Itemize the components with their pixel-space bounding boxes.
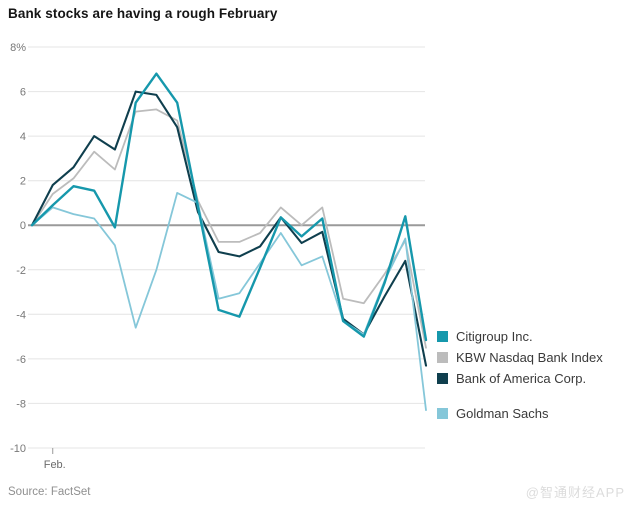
y-axis-tick-label: -6 xyxy=(16,354,26,366)
y-axis-tick-label: 6 xyxy=(20,87,26,99)
y-axis-tick-label: 4 xyxy=(20,131,26,143)
legend-item: Goldman Sachs xyxy=(437,406,603,421)
watermark: @智通财经APP xyxy=(525,485,625,500)
y-axis-tick-label: -10 xyxy=(10,443,26,455)
legend-item: Citigroup Inc. xyxy=(437,329,603,344)
legend-label: Goldman Sachs xyxy=(456,406,549,421)
y-axis-tick-label: -4 xyxy=(16,309,26,321)
chart-title: Bank stocks are having a rough February xyxy=(8,6,278,21)
series-line-kbw-nasdaq-bank-index xyxy=(31,108,427,349)
y-axis-tick-label: -2 xyxy=(16,265,26,277)
legend-label: Bank of America Corp. xyxy=(456,371,587,386)
source-note: Source: FactSet xyxy=(8,486,91,498)
x-axis-tick-label: Feb. xyxy=(44,459,66,471)
legend-swatch-icon xyxy=(437,408,448,419)
legend-swatch-icon xyxy=(437,373,448,384)
y-axis-tick-label: 8% xyxy=(10,42,26,54)
chart-legend: Citigroup Inc. KBW Nasdaq Bank Index Bank … xyxy=(437,329,603,428)
legend-item: KBW Nasdaq Bank Index xyxy=(437,350,603,365)
y-axis-tick-label: 2 xyxy=(20,176,26,188)
y-axis-tick-label: 0 xyxy=(20,220,26,232)
legend-swatch-icon xyxy=(437,352,448,363)
legend-label: Citigroup Inc. xyxy=(456,329,533,344)
legend-item: Bank of America Corp. xyxy=(437,371,603,386)
series-line-citigroup-inc xyxy=(30,72,428,342)
legend-swatch-icon xyxy=(437,331,448,342)
series-line-goldman-sachs xyxy=(31,191,427,412)
legend-label: KBW Nasdaq Bank Index xyxy=(456,350,603,365)
y-axis-tick-label: -8 xyxy=(16,398,26,410)
